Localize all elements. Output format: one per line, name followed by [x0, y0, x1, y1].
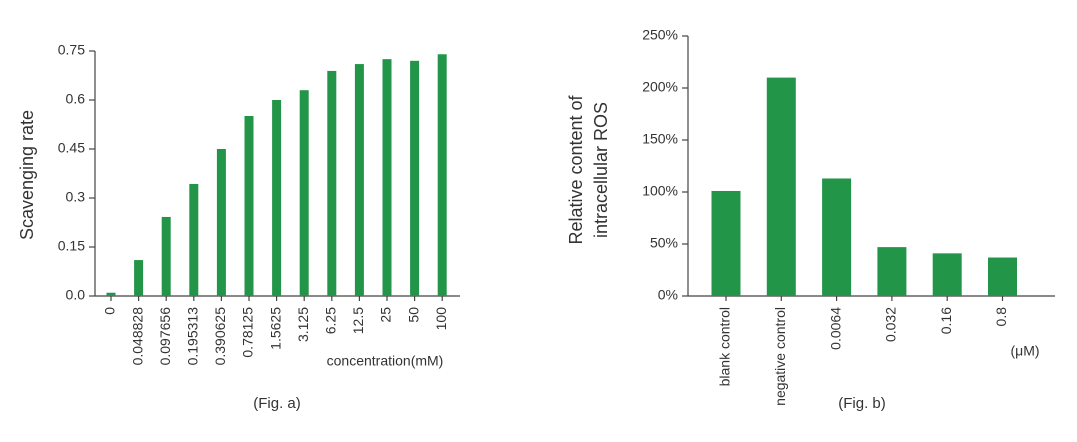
x-tick-label: 25	[378, 307, 394, 323]
x-tick-label: blank control	[717, 307, 733, 386]
bar	[382, 59, 392, 296]
bar	[711, 190, 741, 296]
y-tick-label: 0.45	[58, 140, 85, 156]
y-tick-label: 0%	[658, 287, 678, 303]
x-tick-label: 0.78125	[240, 307, 256, 358]
bar	[410, 60, 420, 296]
x-axis-label: (μM)	[1010, 343, 1039, 359]
x-tick-label: 12.5	[350, 307, 366, 334]
bar	[932, 253, 962, 296]
x-tick-label: 0.8	[993, 307, 1009, 327]
y-tick-label: 200%	[642, 79, 678, 95]
caption: (Fig. b)	[838, 395, 886, 412]
x-tick-label: 0	[102, 307, 118, 315]
x-tick-label: 0.16	[938, 307, 954, 334]
x-tick-label: 1.5625	[267, 307, 283, 350]
y-tick-label: 250%	[642, 27, 678, 43]
bar	[106, 292, 116, 296]
y-tick-label: 0.6	[66, 91, 86, 107]
y-axis-label: Scavenging rate	[17, 110, 37, 240]
y-tick-label: 0.75	[58, 42, 85, 58]
bar	[134, 260, 144, 296]
x-tick-label: 100	[433, 307, 449, 331]
y-tick-label: 0.0	[66, 287, 86, 303]
bar	[244, 116, 254, 296]
x-tick-label: 3.125	[295, 307, 311, 342]
bar	[272, 100, 282, 296]
x-tick-label: 0.032	[883, 307, 899, 342]
x-tick-label: 0.390625	[212, 307, 228, 366]
x-tick-label: 0.195313	[185, 307, 201, 366]
bar	[877, 247, 907, 296]
bar	[216, 149, 226, 296]
y-axis-label: Relative content of	[566, 94, 586, 244]
bar	[766, 77, 796, 296]
x-tick-label: 0.0064	[827, 307, 843, 350]
caption: (Fig. a)	[253, 395, 301, 412]
x-tick-label: 0.048828	[129, 307, 145, 366]
bar	[437, 54, 447, 297]
bar	[988, 257, 1017, 296]
bar	[161, 216, 171, 296]
y-tick-label: 100%	[642, 183, 678, 199]
y-tick-label: 0.3	[66, 189, 86, 205]
x-tick-label: 6.25	[323, 307, 339, 334]
bar	[299, 90, 309, 296]
x-tick-label: 0.097656	[157, 307, 173, 366]
y-tick-label: 150%	[642, 131, 678, 147]
y-tick-label: 50%	[650, 235, 678, 251]
x-tick-label: negative control	[772, 307, 788, 406]
bar	[822, 178, 852, 296]
y-axis-label: intracellular ROS	[591, 102, 611, 238]
bar	[354, 64, 364, 296]
bar	[327, 70, 337, 296]
x-tick-label: 50	[405, 307, 421, 323]
y-tick-label: 0.15	[58, 238, 85, 254]
bar	[189, 183, 199, 296]
x-axis-label: concentration(mM)	[327, 353, 444, 369]
